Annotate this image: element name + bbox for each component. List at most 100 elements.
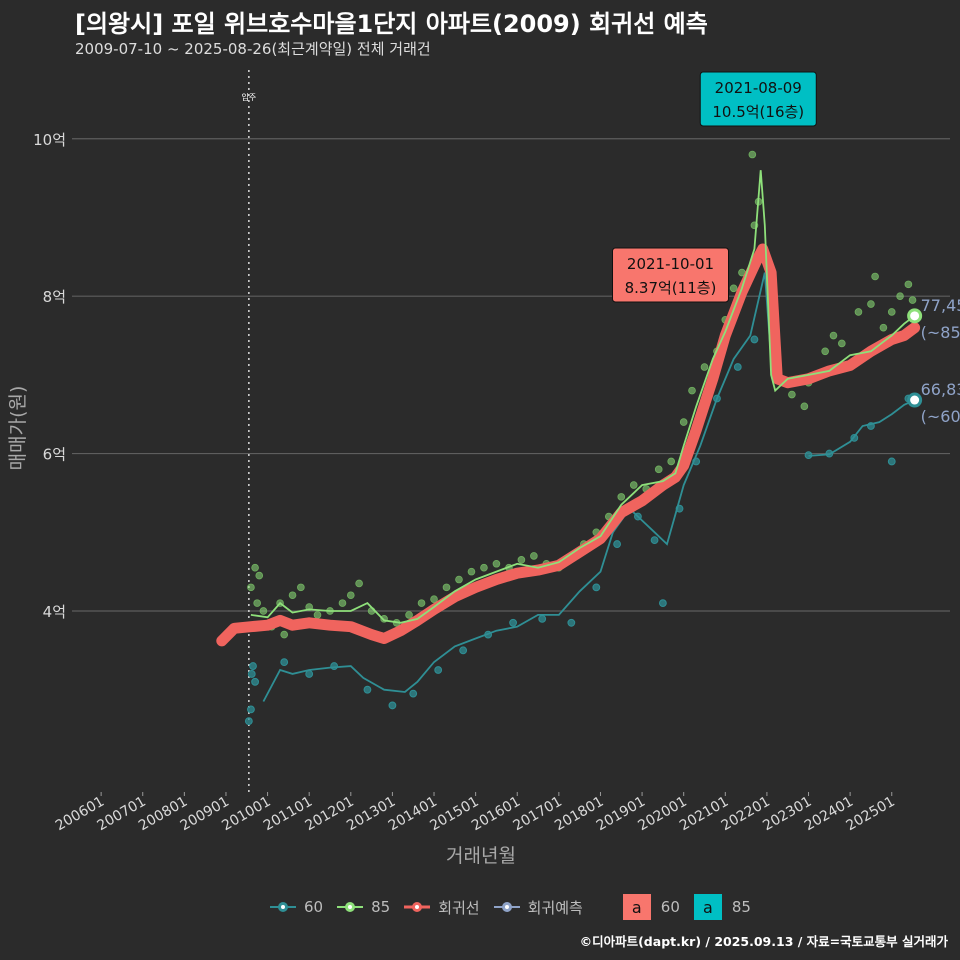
legend-box-60[interactable]: a 60 — [622, 894, 680, 920]
point-85 — [867, 300, 875, 308]
point-85 — [748, 150, 757, 159]
end-value-label: 77,457 — [921, 296, 960, 315]
point-85 — [417, 599, 426, 607]
point-60 — [409, 689, 418, 698]
point-85 — [854, 308, 863, 316]
y-tick-label: 4억 — [43, 603, 66, 621]
point-85 — [829, 331, 838, 340]
point-60 — [244, 717, 253, 726]
annotation-value: 8.37억(11층) — [625, 279, 717, 297]
point-85 — [908, 296, 917, 304]
point-60 — [388, 701, 397, 710]
point-85 — [280, 630, 289, 639]
credit-text: ©디아파트(dapt.kr) / 2025.09.13 / 자료=국토교통부 실… — [579, 934, 948, 949]
point-60 — [658, 599, 667, 608]
point-60 — [567, 618, 576, 627]
point-85 — [629, 481, 638, 489]
legend-box-85[interactable]: a 85 — [693, 894, 751, 920]
legend-key-60-icon — [270, 902, 296, 912]
chart-subtitle: 2009-07-10 ~ 2025-08-26(최근계약일) 전체 거래건 — [75, 40, 431, 58]
annotation-box — [612, 247, 730, 303]
end-point-marker — [907, 392, 923, 408]
y-axis-title: 매매가(원) — [7, 386, 29, 471]
point-60 — [251, 677, 259, 686]
point-85 — [253, 599, 261, 607]
point-60 — [330, 662, 339, 670]
legend-label-85: 85 — [371, 898, 391, 916]
legend-box-85-swatch: a — [693, 894, 722, 920]
point-60 — [249, 662, 257, 670]
point-60 — [538, 614, 547, 623]
legend-box-60-label: 60 — [660, 898, 680, 916]
point-85 — [654, 465, 663, 474]
point-60 — [247, 705, 255, 714]
point-85 — [729, 284, 738, 293]
line-60-recent — [808, 399, 915, 457]
point-85 — [667, 457, 676, 466]
legend-label-60: 60 — [304, 898, 324, 916]
legend-item-85[interactable]: 85 — [337, 898, 390, 916]
point-85 — [887, 308, 896, 316]
point-60 — [434, 666, 443, 674]
point-85 — [896, 292, 904, 300]
point-60 — [750, 335, 759, 344]
point-85 — [530, 552, 538, 560]
annotation-date: 2021-08-09 — [715, 79, 802, 97]
y-tick-label: 10억 — [33, 131, 66, 149]
point-85 — [800, 402, 809, 411]
point-85 — [355, 579, 363, 588]
point-85 — [517, 556, 526, 564]
point-85 — [688, 386, 696, 395]
movein-label: 입주 — [241, 93, 256, 102]
point-60 — [247, 670, 256, 678]
end-point-marker — [907, 308, 923, 324]
point-85 — [871, 272, 879, 281]
legend-box-60-swatch: a — [622, 894, 651, 920]
legend-item-regression[interactable]: 회귀선 — [404, 897, 480, 918]
annotation-box — [699, 71, 817, 127]
end-area-label: (~85㎡) — [921, 323, 960, 342]
regression-line — [216, 243, 921, 647]
legend-key-regression-icon — [404, 902, 431, 912]
line-85 — [250, 170, 916, 624]
legend-label-regression: 회귀선 — [438, 898, 480, 917]
point-85 — [405, 611, 413, 619]
point-85 — [480, 563, 488, 572]
annotation-value: 10.5억(16층) — [712, 103, 804, 121]
point-85 — [617, 493, 626, 501]
legend-item-60[interactable]: 60 — [270, 898, 323, 916]
point-60 — [592, 583, 601, 592]
point-60 — [280, 658, 289, 667]
legend-label-prediction: 회귀예측 — [527, 898, 583, 917]
point-60 — [613, 540, 622, 548]
point-60 — [509, 618, 517, 627]
line-60 — [262, 272, 781, 702]
point-85 — [297, 583, 305, 592]
x-axis-title: 거래년월 — [446, 845, 516, 867]
point-60 — [305, 670, 314, 678]
point-85 — [700, 363, 709, 371]
point-60 — [650, 536, 659, 545]
point-60 — [363, 685, 372, 694]
point-85 — [247, 583, 255, 592]
point-85 — [838, 339, 846, 348]
y-tick-label: 8억 — [43, 288, 66, 306]
point-85 — [255, 571, 264, 580]
y-tick-label: 6억 — [43, 446, 66, 464]
point-85 — [788, 390, 796, 399]
end-value-label: 66,833 — [921, 380, 960, 399]
point-85 — [879, 323, 888, 332]
point-85 — [455, 575, 463, 584]
point-85 — [467, 567, 476, 576]
legend-key-prediction-icon — [493, 902, 520, 912]
point-85 — [338, 599, 347, 607]
point-60 — [887, 457, 896, 466]
legend-item-prediction[interactable]: 회귀예측 — [493, 897, 583, 918]
point-85 — [288, 591, 297, 600]
point-85 — [492, 559, 501, 568]
chart-title: [의왕시] 포일 위브호수마을1단지 아파트(2009) 회귀선 예측 — [75, 10, 708, 38]
legend-key-85-icon — [337, 902, 364, 912]
point-85 — [821, 347, 829, 356]
point-85 — [259, 607, 268, 615]
